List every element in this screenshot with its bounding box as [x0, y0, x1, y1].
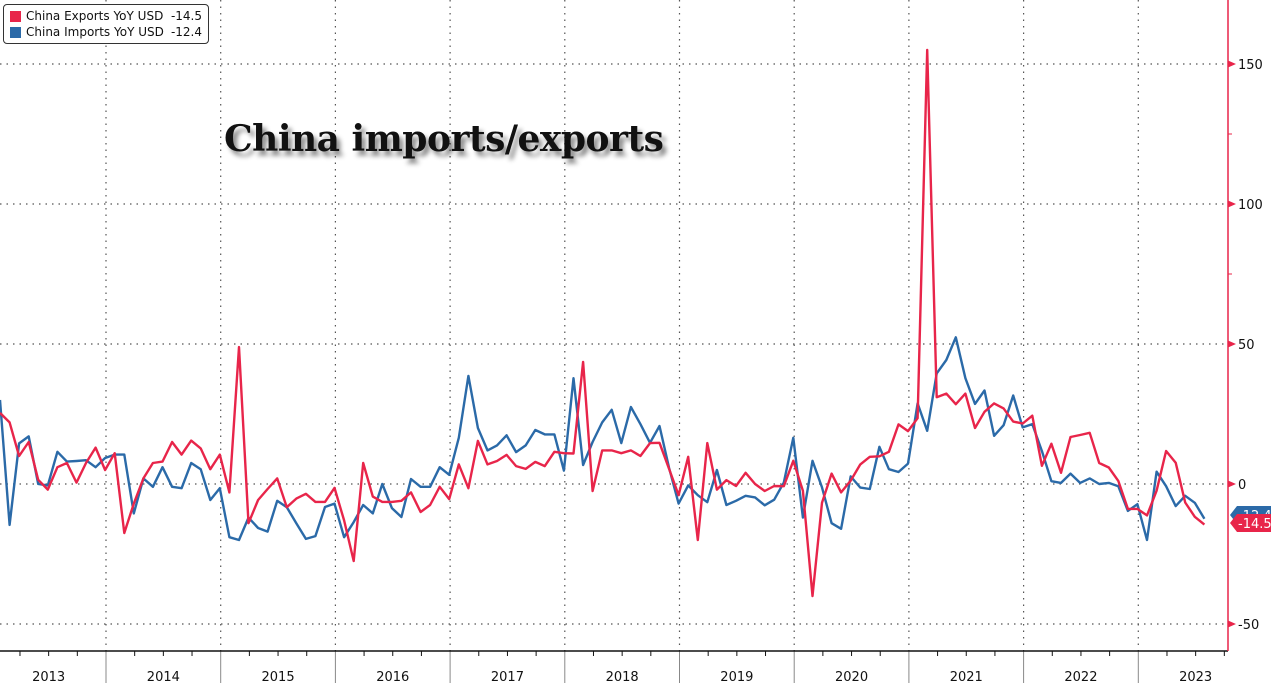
- legend-swatch-exports: [10, 10, 21, 22]
- x-tick-label: 2018: [606, 670, 639, 683]
- imports-points: [0, 337, 1205, 541]
- y-tick-label: 50: [1238, 338, 1255, 353]
- x-tick-label: 2015: [262, 670, 295, 683]
- x-tick-label: 2022: [1064, 670, 1097, 683]
- x-tick-label: 2019: [720, 670, 753, 683]
- series-lines: [0, 48, 1206, 598]
- x-tick-label: 2014: [147, 670, 180, 683]
- x-tick-label: 2021: [950, 670, 983, 683]
- x-axis: 2013 2014 2015 2016 2017 2018 2019 2020 2021 2022…: [0, 650, 1228, 683]
- exports-points: [0, 49, 1205, 597]
- gridlines: [0, 0, 1228, 651]
- y-tick-marker: [1228, 620, 1236, 628]
- legend-label: China Exports YoY USD: [26, 9, 164, 23]
- x-tick-label: 2023: [1179, 670, 1212, 683]
- exports-last-label: -14.5: [1238, 517, 1271, 532]
- legend-item-exports[interactable]: China Exports YoY USD -14.5: [10, 8, 202, 24]
- y-tick-label: 0: [1238, 478, 1246, 493]
- legend-swatch-imports: [10, 26, 21, 38]
- x-tick-label: 2020: [835, 670, 868, 683]
- last-value-tags: -12.4-14.5: [1230, 506, 1271, 532]
- x-tick-label: 2016: [376, 670, 409, 683]
- legend-label: China Imports YoY USD: [26, 25, 164, 39]
- y-axis: 150 100 50 0 -50: [1227, 0, 1263, 651]
- x-tick-label: 2013: [32, 670, 65, 683]
- x-tick-label: 2017: [491, 670, 524, 683]
- y-tick-label: -50: [1238, 618, 1259, 633]
- y-tick-marker: [1228, 480, 1236, 488]
- exports-last-tag: [1230, 514, 1271, 532]
- y-tick-label: 100: [1238, 198, 1263, 213]
- imports-line: [0, 336, 1206, 542]
- legend-last-value: -14.5: [170, 9, 202, 23]
- y-tick-marker: [1228, 200, 1236, 208]
- y-tick-marker: [1228, 340, 1236, 348]
- y-tick-marker: [1228, 60, 1236, 68]
- legend-item-imports[interactable]: China Imports YoY USD -12.4: [10, 24, 202, 40]
- legend: China Exports YoY USD -14.5 China Import…: [3, 4, 209, 44]
- y-tick-label: 150: [1238, 58, 1263, 73]
- legend-last-value: -12.4: [170, 25, 202, 39]
- chart-title: China imports/exports: [224, 118, 664, 160]
